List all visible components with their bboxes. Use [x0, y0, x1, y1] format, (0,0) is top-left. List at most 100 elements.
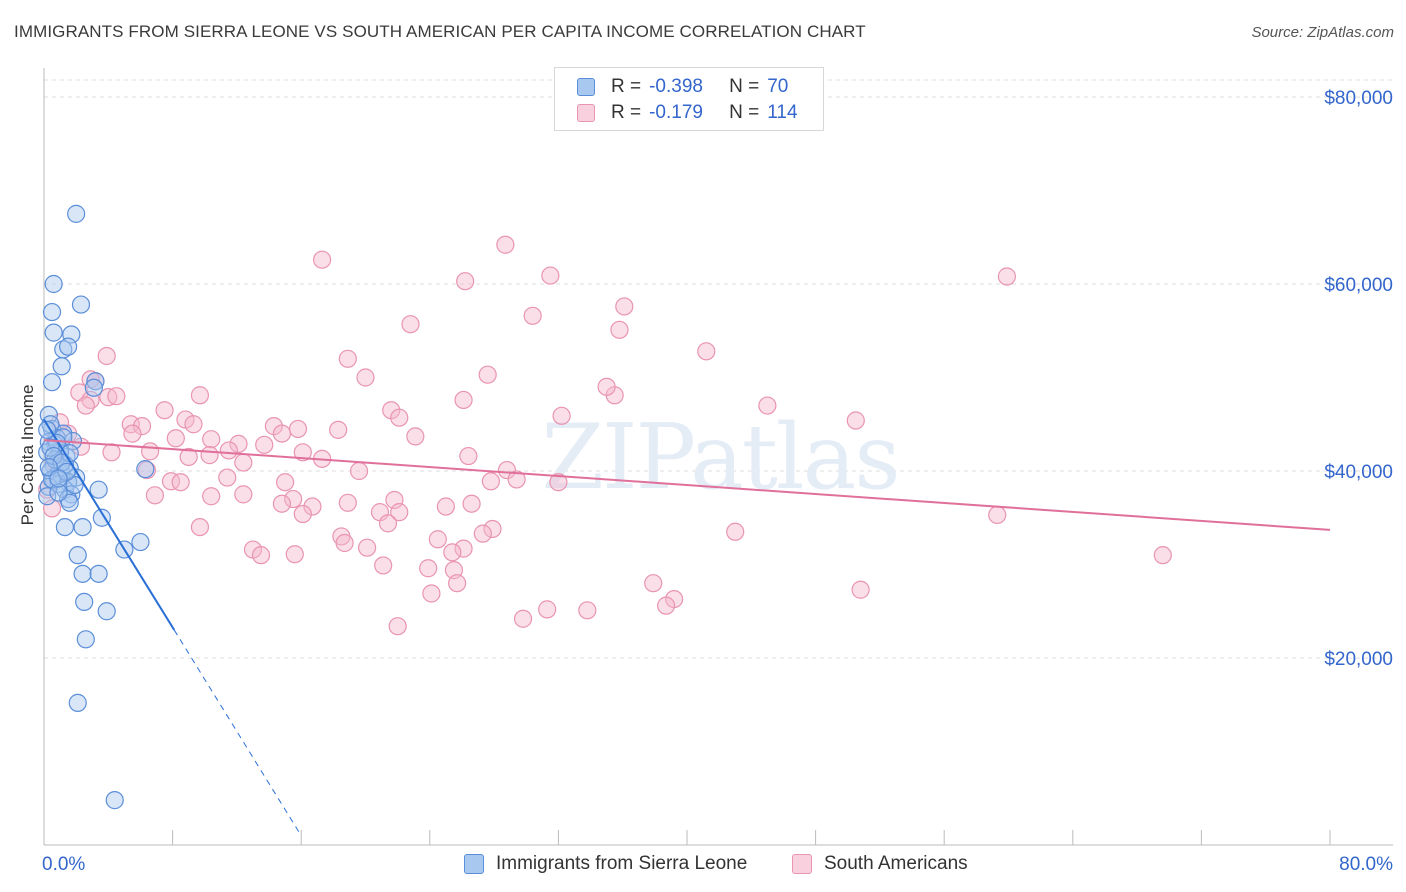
sierra-leone-point	[39, 405, 58, 424]
sierra-leone-point	[49, 483, 68, 502]
south-americans-point	[541, 266, 560, 285]
y-tick-label: $60,000	[1324, 275, 1393, 296]
trend-lines	[43, 419, 1331, 836]
south-americans-point	[578, 601, 597, 620]
south-americans-point	[454, 539, 473, 558]
south-americans-point	[166, 429, 185, 448]
south-americans-point	[390, 408, 409, 427]
y-tick-label: $40,000	[1324, 462, 1393, 483]
south-americans-points	[38, 235, 1172, 636]
axes	[43, 68, 1393, 846]
south-americans-point	[390, 503, 409, 522]
south-americans-point	[552, 406, 571, 425]
south-americans-point	[107, 387, 126, 406]
south-americans-point	[121, 415, 140, 434]
south-americans-point	[171, 473, 190, 492]
south-americans-point	[161, 472, 181, 491]
sierra-leone-point	[67, 204, 86, 223]
sierra-leone-point	[105, 791, 124, 810]
bottom-legend-swatch-pink	[792, 854, 812, 874]
x-tick-label-min: 0.0%	[42, 854, 85, 875]
legend-swatch-blue	[577, 78, 595, 96]
south-americans-point	[436, 497, 455, 516]
sierra-leone-point	[71, 295, 91, 314]
south-americans-point	[288, 419, 308, 439]
south-americans-point	[303, 497, 322, 516]
south-americans-point	[219, 441, 238, 460]
south-americans-point	[202, 487, 221, 506]
sierra-leone-point	[131, 532, 150, 552]
south-americans-point	[284, 489, 303, 509]
south-americans-point	[234, 485, 253, 504]
south-americans-point	[38, 480, 57, 499]
sierra-leone-point	[55, 517, 74, 537]
south-americans-point	[184, 415, 203, 434]
south-americans-point	[538, 600, 557, 619]
south-americans-point	[726, 522, 745, 541]
legend-row-sierra-leone: R = -0.398 N = 70	[577, 75, 788, 99]
south-americans-point	[615, 297, 634, 316]
bottom-legend-sierra-leone: Immigrants from Sierra Leone	[464, 852, 747, 876]
south-americans-point	[276, 473, 295, 492]
south-americans-point	[523, 306, 542, 325]
south-americans-point	[97, 346, 116, 366]
south-americans-point	[419, 559, 438, 578]
south-americans-point	[179, 447, 198, 467]
sierra-leone-point	[92, 508, 111, 527]
sierra-leone-point	[44, 274, 63, 294]
south-americans-point	[644, 574, 663, 593]
south-americans-point	[988, 505, 1007, 525]
south-americans-point	[443, 543, 462, 562]
south-americans-point	[997, 267, 1016, 286]
sierra-leone-point	[89, 480, 108, 499]
y-axis-title: Per Capita Income	[18, 385, 37, 526]
sierra-leone-point	[73, 564, 92, 583]
south-americans-point	[851, 580, 870, 599]
south-americans-point	[102, 443, 121, 462]
south-americans-point	[251, 546, 271, 565]
south-americans-point	[293, 443, 312, 462]
south-americans-point	[378, 514, 398, 533]
south-americans-point	[293, 504, 312, 524]
sierra-leone-point	[59, 337, 78, 356]
legend-n-label: N =	[729, 76, 760, 97]
south-americans-point	[597, 377, 616, 396]
sierra-leone-point	[73, 517, 92, 537]
south-americans-point	[272, 494, 292, 513]
sierra-leone-point	[38, 487, 57, 506]
bottom-legend-label: South Americans	[824, 853, 968, 874]
sierra-leone-point	[42, 373, 62, 392]
y-tick-label: $80,000	[1324, 88, 1393, 109]
sierra-leone-point	[44, 323, 63, 342]
stats-legend: R = -0.398 N = 70 R = -0.179 N = 114	[554, 67, 824, 131]
x-tick-label-max: 80.0%	[1339, 854, 1393, 875]
sierra-leone-point	[97, 602, 116, 621]
south-americans-point	[140, 442, 160, 461]
south-americans-point	[507, 470, 526, 489]
sierra-leone-point	[84, 378, 103, 397]
south-americans-point	[422, 584, 441, 603]
legend-n-value: 70	[767, 76, 789, 97]
south-americans-point	[218, 468, 237, 487]
sierra-leone-trend-extension	[173, 629, 302, 836]
sierra-leone-point	[68, 693, 87, 712]
south-americans-point	[846, 411, 865, 430]
legend-r-label: R =	[611, 102, 642, 123]
south-americans-point	[448, 574, 467, 593]
chart-title: IMMIGRANTS FROM SIERRA LEONE VS SOUTH AM…	[14, 22, 866, 41]
south-americans-point	[462, 494, 481, 513]
south-americans-point	[483, 519, 502, 539]
bottom-legend-south-americans: South Americans	[792, 852, 968, 876]
legend-row-south-americans: R = -0.179 N = 114	[577, 101, 798, 125]
south-americans-point	[312, 250, 332, 269]
south-americans-point	[610, 320, 629, 339]
south-americans-point	[338, 493, 357, 512]
legend-swatch-pink	[577, 104, 595, 122]
south-americans-point	[454, 390, 473, 410]
south-americans-point	[335, 533, 354, 553]
sierra-leone-point	[136, 460, 155, 479]
south-americans-point	[456, 272, 475, 291]
south-americans-point	[481, 472, 500, 491]
south-americans-point	[190, 517, 210, 537]
